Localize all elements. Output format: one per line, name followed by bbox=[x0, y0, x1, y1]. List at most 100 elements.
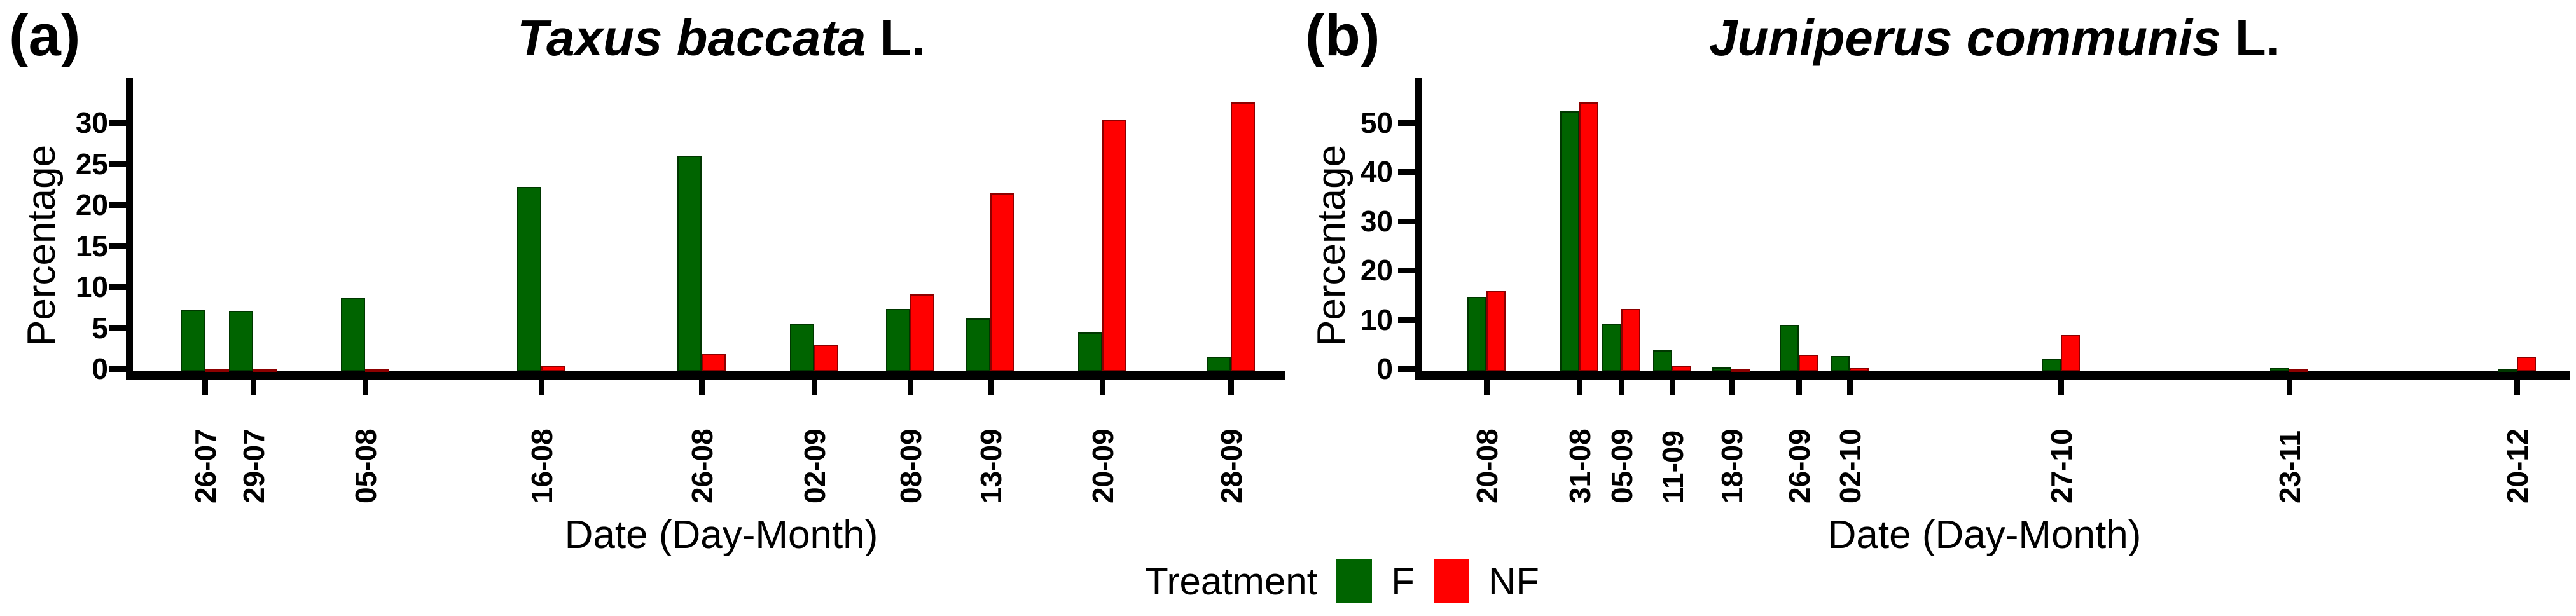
y-tick bbox=[1398, 268, 1415, 274]
y-tick bbox=[109, 325, 126, 331]
y-tick bbox=[109, 202, 126, 208]
y-tick-label: 5 bbox=[92, 311, 108, 345]
bar-f-23-11 bbox=[2269, 368, 2289, 371]
y-axis-line bbox=[126, 78, 133, 380]
x-tick bbox=[699, 380, 705, 395]
y-tick-label: 30 bbox=[75, 106, 108, 139]
legend-item-nf: NF bbox=[1488, 559, 1539, 603]
bar-nf-26-07 bbox=[205, 369, 229, 372]
bar-f-26-09 bbox=[1780, 325, 1799, 371]
bar-f-18-09 bbox=[1712, 367, 1732, 371]
y-tick bbox=[1398, 169, 1415, 175]
x-tick-label: 18-09 bbox=[1715, 428, 1749, 503]
y-tick-label: 50 bbox=[1360, 106, 1393, 139]
bar-f-05-09 bbox=[1602, 324, 1622, 371]
bar-f-08-09 bbox=[885, 309, 910, 371]
x-tick-label: 26-09 bbox=[1783, 428, 1817, 503]
legend-title: Treatment bbox=[1145, 559, 1318, 603]
bar-nf-31-08 bbox=[1579, 102, 1599, 371]
legend-swatch-f bbox=[1336, 559, 1373, 603]
bar-nf-20-09 bbox=[1102, 120, 1127, 371]
y-tick-label: 25 bbox=[75, 147, 108, 181]
bar-f-31-08 bbox=[1560, 111, 1580, 371]
bar-nf-05-09 bbox=[1621, 309, 1641, 371]
y-tick bbox=[1398, 218, 1415, 224]
x-tick bbox=[363, 380, 368, 395]
panel-a-title-suffix: L. bbox=[866, 10, 925, 66]
panel-a-title-species: Taxus baccata bbox=[517, 10, 866, 66]
x-tick-label: 26-08 bbox=[686, 428, 719, 503]
x-tick-label: 23-11 bbox=[2273, 430, 2306, 503]
panel-a-label: (a) bbox=[9, 3, 81, 68]
bar-nf-02-09 bbox=[814, 345, 838, 371]
bar-nf-18-09 bbox=[1731, 369, 1751, 372]
bar-nf-20-12 bbox=[2517, 357, 2537, 371]
bar-f-27-10 bbox=[2042, 359, 2061, 371]
y-tick-label: 15 bbox=[75, 229, 108, 263]
bar-nf-11-09 bbox=[1672, 366, 1692, 371]
x-tick-label: 28-09 bbox=[1214, 428, 1248, 503]
y-tick bbox=[1398, 317, 1415, 323]
x-tick-label: 27-10 bbox=[2045, 428, 2079, 503]
bar-nf-26-08 bbox=[702, 354, 726, 371]
bar-f-13-09 bbox=[966, 318, 990, 371]
bar-nf-23-11 bbox=[2289, 369, 2308, 372]
x-tick-label: 05-09 bbox=[1605, 428, 1639, 503]
y-tick-label: 30 bbox=[1360, 204, 1393, 238]
bar-nf-05-08 bbox=[365, 369, 389, 372]
x-tick-label: 13-09 bbox=[974, 428, 1008, 503]
x-tick bbox=[1670, 380, 1676, 395]
bar-nf-28-09 bbox=[1230, 102, 1255, 371]
x-tick bbox=[811, 380, 817, 395]
x-tick-label: 26-07 bbox=[189, 428, 222, 503]
x-tick bbox=[1619, 380, 1625, 395]
bar-nf-20-08 bbox=[1486, 291, 1506, 371]
y-tick-label: 10 bbox=[1360, 303, 1393, 336]
x-tick bbox=[907, 380, 913, 395]
panel-b-x-axis-title: Date (Day-Month) bbox=[1827, 513, 2142, 557]
y-tick bbox=[1398, 120, 1415, 126]
bar-nf-02-10 bbox=[1850, 368, 1869, 371]
bar-f-29-07 bbox=[228, 311, 253, 371]
x-tick bbox=[1228, 380, 1234, 395]
y-tick bbox=[109, 161, 126, 167]
x-axis-line bbox=[126, 371, 1285, 380]
panel-b-label: (b) bbox=[1305, 3, 1380, 68]
panel-b-title: Juniperus communis L. bbox=[1518, 10, 2472, 66]
x-tick-label: 05-08 bbox=[349, 428, 382, 503]
x-tick-label: 29-07 bbox=[237, 428, 270, 503]
x-tick-label: 02-09 bbox=[798, 428, 831, 503]
y-axis-line bbox=[1415, 78, 1422, 380]
bar-nf-29-07 bbox=[253, 369, 277, 372]
y-tick bbox=[1398, 366, 1415, 372]
bar-f-20-12 bbox=[2498, 369, 2517, 372]
x-tick bbox=[250, 380, 256, 395]
x-tick bbox=[2058, 380, 2065, 395]
x-tick-label: 02-10 bbox=[1834, 428, 1867, 503]
x-tick bbox=[2514, 380, 2521, 395]
y-tick-label: 0 bbox=[92, 352, 108, 385]
bar-f-28-09 bbox=[1206, 357, 1231, 371]
panel-b-title-species: Juniperus communis bbox=[1709, 10, 2221, 66]
bar-f-20-09 bbox=[1078, 332, 1103, 371]
y-tick-label: 20 bbox=[1360, 254, 1393, 287]
x-tick bbox=[1729, 380, 1735, 395]
bar-nf-16-08 bbox=[541, 366, 566, 371]
bar-f-26-07 bbox=[181, 310, 205, 371]
bar-f-02-10 bbox=[1831, 356, 1850, 371]
panel-a-title: Taxus baccata L. bbox=[244, 10, 1198, 66]
x-tick-label: 20-12 bbox=[2501, 428, 2535, 503]
bar-f-02-09 bbox=[789, 324, 814, 371]
x-tick bbox=[2286, 380, 2292, 395]
x-tick-label: 16-08 bbox=[525, 428, 559, 503]
y-tick-label: 0 bbox=[1376, 352, 1393, 385]
y-tick bbox=[109, 284, 126, 290]
x-tick-label: 20-08 bbox=[1471, 428, 1504, 503]
x-tick bbox=[539, 380, 545, 395]
x-tick-label: 31-08 bbox=[1563, 428, 1597, 503]
legend-swatch-nf bbox=[1433, 559, 1469, 603]
x-tick bbox=[1484, 380, 1490, 395]
bar-f-26-08 bbox=[677, 156, 702, 371]
bar-f-16-08 bbox=[517, 187, 542, 371]
